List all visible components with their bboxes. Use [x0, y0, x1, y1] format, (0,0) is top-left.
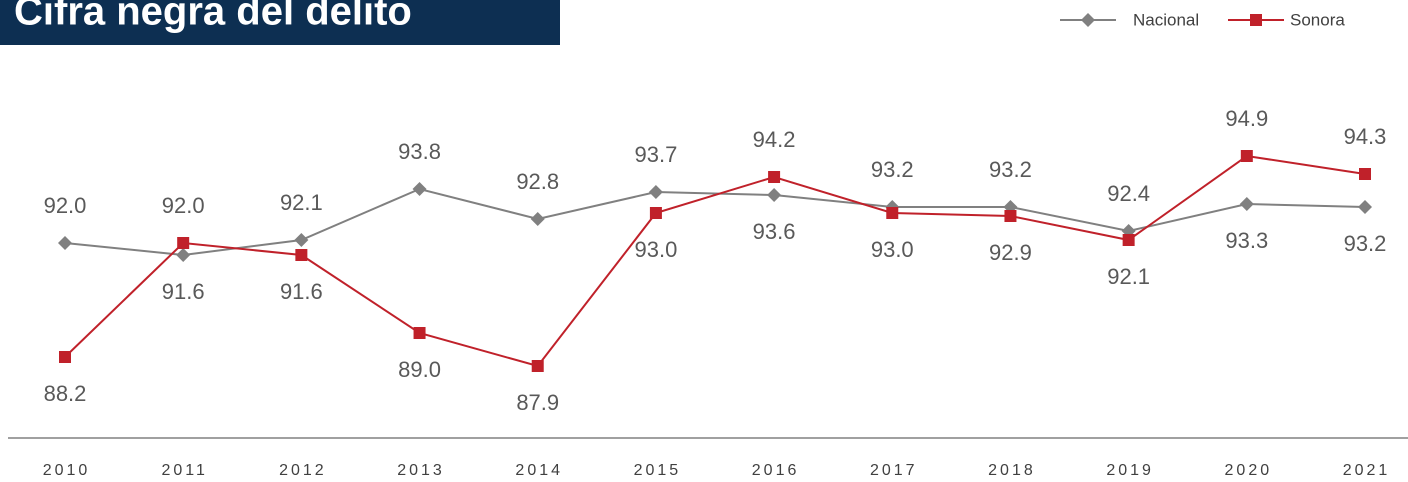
diamond-marker: [1239, 197, 1254, 211]
x-tick-label: 2010: [43, 462, 91, 479]
data-label: 93.2: [989, 157, 1032, 182]
data-label: 93.6: [753, 219, 796, 244]
square-marker: [1004, 210, 1017, 222]
x-tick-label: 2012: [279, 462, 327, 479]
x-tick-label: 2021: [1343, 462, 1391, 479]
data-label: 93.3: [1225, 228, 1268, 253]
data-label: 89.0: [398, 357, 441, 382]
title-banner: [0, 0, 560, 45]
data-label: 93.0: [871, 237, 914, 262]
data-label: 93.2: [1344, 231, 1387, 256]
data-label: 93.7: [634, 142, 677, 167]
square-marker: [1359, 168, 1371, 180]
square-marker: [295, 249, 308, 261]
diamond-marker: [58, 236, 72, 250]
square-marker: [768, 171, 781, 183]
series-line: [64, 154, 1366, 368]
square-marker: [413, 327, 426, 339]
x-tick-label: 2017: [870, 462, 918, 479]
data-label: 91.6: [162, 279, 205, 304]
x-tick-label: 2014: [515, 462, 563, 479]
series-line: [64, 187, 1366, 257]
square-marker: [59, 351, 71, 363]
data-label: 92.1: [1107, 264, 1150, 289]
x-tick-label: 2015: [634, 462, 682, 479]
data-label: 87.9: [516, 390, 559, 415]
x-tick-label: 2016: [752, 462, 800, 479]
diamond-marker: [412, 182, 427, 196]
diamond-marker: [1358, 200, 1372, 214]
diamond-marker: [176, 248, 191, 262]
diamond-marker: [294, 233, 309, 247]
x-tick-label: 2020: [1225, 462, 1273, 479]
x-tick-label: 2019: [1106, 462, 1154, 479]
data-label: 91.6: [280, 279, 323, 304]
chart-title: Cifra negra del delito: [14, 0, 412, 34]
data-label: 88.2: [44, 381, 87, 406]
x-tick-label: 2013: [397, 462, 445, 479]
square-marker: [649, 207, 662, 219]
square-marker: [886, 207, 899, 219]
square-marker: [1122, 234, 1135, 246]
square-marker: [531, 360, 544, 372]
legend-label: Nacional: [1133, 10, 1199, 29]
diamond-marker: [1081, 13, 1095, 27]
diamond-marker: [530, 212, 545, 226]
data-label: 92.8: [516, 169, 559, 194]
data-label: 93.0: [634, 237, 677, 262]
square-marker: [177, 237, 190, 249]
data-label: 94.9: [1225, 106, 1268, 131]
data-label: 93.8: [398, 139, 441, 164]
legend-label: Sonora: [1290, 10, 1345, 29]
data-label: 92.4: [1107, 181, 1150, 206]
data-label: 93.2: [871, 157, 914, 182]
diamond-marker: [648, 185, 663, 199]
data-label: 94.3: [1344, 124, 1387, 149]
square-marker: [1250, 14, 1262, 26]
data-label: 92.0: [44, 193, 87, 218]
x-tick-label: 2011: [161, 462, 207, 479]
diamond-marker: [767, 188, 782, 202]
data-label: 92.9: [989, 240, 1032, 265]
data-label: 94.2: [753, 127, 796, 152]
square-marker: [1240, 150, 1253, 162]
data-label: 92.0: [162, 193, 205, 218]
x-tick-label: 2018: [988, 462, 1036, 479]
data-label: 92.1: [280, 190, 323, 215]
